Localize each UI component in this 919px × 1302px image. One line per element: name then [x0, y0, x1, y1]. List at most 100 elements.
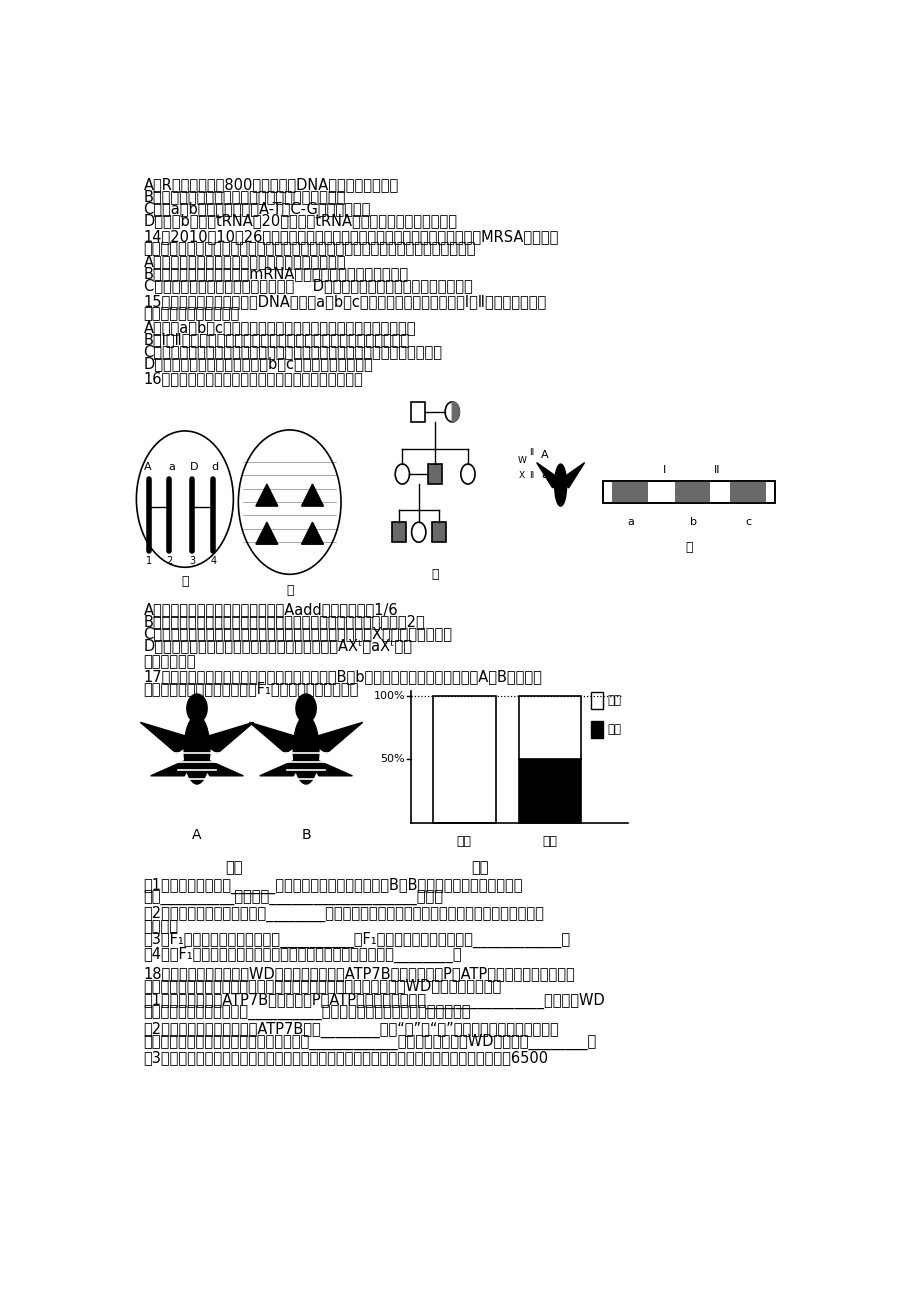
Text: II: II: [529, 470, 534, 479]
Text: A: A: [144, 462, 152, 473]
Ellipse shape: [184, 716, 210, 784]
Text: 17．果蝇的眼色有红眼和白眼，受一对等位基因B、b控制。甲图表示两只红眼果蝇A与B的染色体: 17．果蝇的眼色有红眼和白眼，受一对等位基因B、b控制。甲图表示两只红眼果蝇A与…: [143, 669, 542, 684]
Polygon shape: [259, 755, 306, 776]
Text: D．在减数分裂的四分体时期，b、c之间可发生交叉互换: D．在减数分裂的四分体时期，b、c之间可发生交叉互换: [143, 357, 373, 371]
Text: 的基因。: 的基因。: [143, 919, 178, 934]
Text: C．在a、b过程中均能发生A-T、C-G碌基互补配对: C．在a、b过程中均能发生A-T、C-G碌基互补配对: [143, 201, 370, 216]
Polygon shape: [255, 522, 278, 544]
Text: C．一个细胞周期中，间期基因突变频率较高，主要是由于间期时间相对较长: C．一个细胞周期中，间期基因突变频率较高，主要是由于间期时间相对较长: [143, 344, 442, 359]
Polygon shape: [560, 462, 584, 488]
Text: 雌性: 雌性: [457, 835, 471, 848]
Text: 50%: 50%: [380, 754, 404, 764]
Text: I: I: [662, 465, 665, 475]
Text: c: c: [745, 517, 751, 527]
Text: （2）由题干可知，致病基因ATP7B位于________（填“常”或“性”）染色体上。若该家庭的三: （2）由题干可知，致病基因ATP7B位于________（填“常”或“性”）染色…: [143, 1021, 559, 1038]
Polygon shape: [151, 755, 197, 776]
Text: A: A: [540, 450, 548, 460]
Bar: [603, 480, 774, 503]
Text: C．该菌无细胞器，不能独立完成代谢    D．该菌分裂产生的子代不发生分化现象: C．该菌无细胞器，不能独立完成代谢 D．该菌分裂产生的子代不发生分化现象: [143, 279, 471, 293]
Text: 乙图: 乙图: [471, 861, 489, 875]
Polygon shape: [197, 723, 254, 753]
Text: 3: 3: [188, 556, 195, 566]
Text: A: A: [192, 828, 201, 842]
Text: （1）细胞中由基因ATP7B合成铜转运P型ATP酶的过程中，需要________________等原料。WD: （1）细胞中由基因ATP7B合成铜转运P型ATP酶的过程中，需要________…: [143, 993, 605, 1009]
Text: 18．肝豆状核变性（简称WD）是由于致病基因ATP7B编码的铜转运P型ATP酶功能减弱引发的铜代: 18．肝豆状核变性（简称WD）是由于致病基因ATP7B编码的铜转运P型ATP酶功…: [143, 966, 574, 980]
Bar: [603, 480, 774, 503]
Text: 二．填空题：: 二．填空题：: [143, 654, 196, 669]
Text: 2: 2: [166, 556, 172, 566]
Text: b: b: [689, 517, 696, 527]
Bar: [431, 522, 446, 542]
Bar: [427, 464, 442, 484]
Text: B: B: [301, 828, 311, 842]
Circle shape: [187, 694, 207, 723]
Text: 红眼: 红眼: [607, 694, 621, 707]
Text: 同？__________，具体是____________________时期。: 同？__________，具体是____________________时期。: [143, 891, 443, 906]
Circle shape: [296, 694, 316, 723]
Text: （2）果蝇的一个染色体组含有________条染色体。请在甲图相应的染色体上，标注果蝇有关眼色: （2）果蝇的一个染色体组含有________条染色体。请在甲图相应的染色体上，标…: [143, 906, 544, 922]
Text: 4: 4: [210, 556, 216, 566]
Polygon shape: [197, 755, 243, 776]
Ellipse shape: [293, 716, 319, 784]
Polygon shape: [249, 723, 306, 753]
Text: 15．右图为某植物细胞一个DNA分子中a、b、c三个基因的分布状况，图中Ⅰ、Ⅱ为无遗传效应的: 15．右图为某植物细胞一个DNA分子中a、b、c三个基因的分布状况，图中Ⅰ、Ⅱ为…: [143, 294, 546, 309]
Polygon shape: [141, 723, 197, 753]
Text: （4）若F₁代雌雄红眼果蝇随机交配，产生的后代中白眼果蝇占________。: （4）若F₁代雌雄红眼果蝇随机交配，产生的后代中白眼果蝇占________。: [143, 947, 461, 963]
Text: 100%: 100%: [373, 690, 404, 700]
Text: 14．2010年10月26日，中国疾病预防控制通报三起感染超级耔药致病细菌（MRSA）病例，: 14．2010年10月26日，中国疾病预防控制通报三起感染超级耔药致病细菌（MR…: [143, 229, 558, 243]
Text: 乙: 乙: [286, 583, 293, 596]
Text: 16．对下列各图所表示的生物学意义的描述，正确的是: 16．对下列各图所表示的生物学意义的描述，正确的是: [143, 371, 363, 387]
Text: 序列。有关叙述正确的是: 序列。有关叙述正确的是: [143, 306, 240, 322]
Bar: [730, 480, 766, 503]
Bar: [391, 522, 405, 542]
Text: A．基因a、b、c均可能发生基因突变，体现了基因突变具有普遍性: A．基因a、b、c均可能发生基因突变，体现了基因突变具有普遍性: [143, 320, 415, 335]
Text: D．丁图表示某果蝇染色体组成，其配子基因型有AXᵗ、aXᵗ两种: D．丁图表示某果蝇染色体组成，其配子基因型有AXᵗ、aXᵗ两种: [143, 638, 412, 654]
Text: 组成图，乙图表示其交配后代F₁的表现型。分析回答：: 组成图，乙图表示其交配后代F₁的表现型。分析回答：: [143, 681, 358, 697]
Bar: [518, 759, 581, 823]
Text: 白眼: 白眼: [607, 723, 621, 736]
Text: II: II: [529, 448, 534, 457]
Polygon shape: [536, 462, 560, 488]
Text: （3）F₁中红眼雄果蝇的基因型是__________，F₁中红眼雌果蝇的基因型是____________。: （3）F₁中红眼雄果蝇的基因型是__________，F₁中红眼雌果蝇的基因型是…: [143, 932, 570, 948]
Bar: [518, 695, 581, 759]
Bar: [411, 402, 425, 422]
Text: C．丙图家系中男性患者多于女性患者，该病最有可能是伴X染色体隐性遗传病: C．丙图家系中男性患者多于女性患者，该病最有可能是伴X染色体隐性遗传病: [143, 626, 452, 641]
Text: 1: 1: [146, 556, 153, 566]
Polygon shape: [255, 484, 278, 506]
Wedge shape: [452, 402, 459, 422]
Text: D: D: [189, 462, 199, 473]
Text: W: W: [517, 456, 526, 465]
Text: a: a: [627, 517, 633, 527]
Text: 谢障碍性疾病。某家庭中父母表现型正常，其两个儿子正常，女儿患WD病。请回答问题：: 谢障碍性疾病。某家庭中父母表现型正常，其两个儿子正常，女儿患WD病。请回答问题：: [143, 978, 501, 993]
Text: X: X: [518, 470, 525, 479]
Text: 丁: 丁: [685, 540, 692, 553]
Text: 雄性: 雄性: [542, 835, 557, 848]
Text: a: a: [167, 462, 175, 473]
Text: 个孩子有三种基因型，产生该现象的原因是____________，再生一个孩子患WD的概率是________。: 个孩子有三种基因型，产生该现象的原因是____________，再生一个孩子患W…: [143, 1034, 596, 1049]
Bar: [611, 480, 647, 503]
Text: A．甲图中生物自交后产生基因型为Aadd个体的概率为1/6: A．甲图中生物自交后产生基因型为Aadd个体的概率为1/6: [143, 602, 398, 617]
Text: A．R基因插入一段800个碌基对的DNA片段属于基因重组: A．R基因插入一段800个碌基对的DNA片段属于基因重组: [143, 177, 398, 191]
Bar: [433, 695, 495, 823]
Text: B．Ⅰ、Ⅱ也可能发生碌基对的增添、缺失和替换，但不属于基因突变: B．Ⅰ、Ⅱ也可能发生碌基对的增添、缺失和替换，但不属于基因突变: [143, 332, 409, 348]
Polygon shape: [301, 484, 323, 506]
Text: 甲图: 甲图: [225, 861, 243, 875]
Text: 甲: 甲: [181, 574, 188, 587]
Text: （3）人类遗传病主要分为单基因遗传病、多基因遗传病和染色体遗传病，仅单基因遗传病就有6500: （3）人类遗传病主要分为单基因遗传病、多基因遗传病和染色体遗传病，仅单基因遗传病…: [143, 1049, 548, 1065]
Text: （1）甲图中果蝇亲本______的减数分裂过程中会发生基因B与B的分离，发生的时期是否相: （1）甲图中果蝇亲本______的减数分裂过程中会发生基因B与B的分离，发生的时…: [143, 878, 523, 894]
Bar: [674, 480, 709, 503]
Text: B．若乙图细胞处于有丝分裂后期，该生物的正常配子中染色体数为2条: B．若乙图细胞处于有丝分裂后期，该生物的正常配子中染色体数为2条: [143, 615, 425, 629]
Text: B．豌豆淠粉含量高、吸水多涨大、呢圆粒是表现型: B．豌豆淠粉含量高、吸水多涨大、呢圆粒是表现型: [143, 189, 346, 204]
Text: B．该菌抗药基因表达时，mRNA通过核孔进入细胞质完成翻译: B．该菌抗药基因表达时，mRNA通过核孔进入细胞质完成翻译: [143, 266, 408, 281]
Polygon shape: [306, 723, 362, 753]
Text: 的发生说明基因能通过控制__________来控制代谢过程，进而控制生物性状。: 的发生说明基因能通过控制__________来控制代谢过程，进而控制生物性状。: [143, 1006, 471, 1021]
Bar: [591, 693, 603, 710]
Text: A．其变异主要有基因突变、基因重组和染色体变异: A．其变异主要有基因突变、基因重组和染色体变异: [143, 254, 346, 270]
Text: D．参与b过程的tRNA朗20种，每种tRNA只能识别并转运一种氨基酸: D．参与b过程的tRNA朗20种，每种tRNA只能识别并转运一种氨基酸: [143, 214, 457, 228]
Text: 引起了全国人民的高度关注，其病原体是大肠球菌的变异体。关于该菌的叙述正确的是: 引起了全国人民的高度关注，其病原体是大肠球菌的变异体。关于该菌的叙述正确的是: [143, 241, 475, 256]
Polygon shape: [306, 755, 352, 776]
Text: a: a: [541, 470, 548, 480]
Text: d: d: [211, 462, 218, 473]
Text: 丙: 丙: [431, 568, 438, 581]
Text: II: II: [713, 465, 720, 475]
